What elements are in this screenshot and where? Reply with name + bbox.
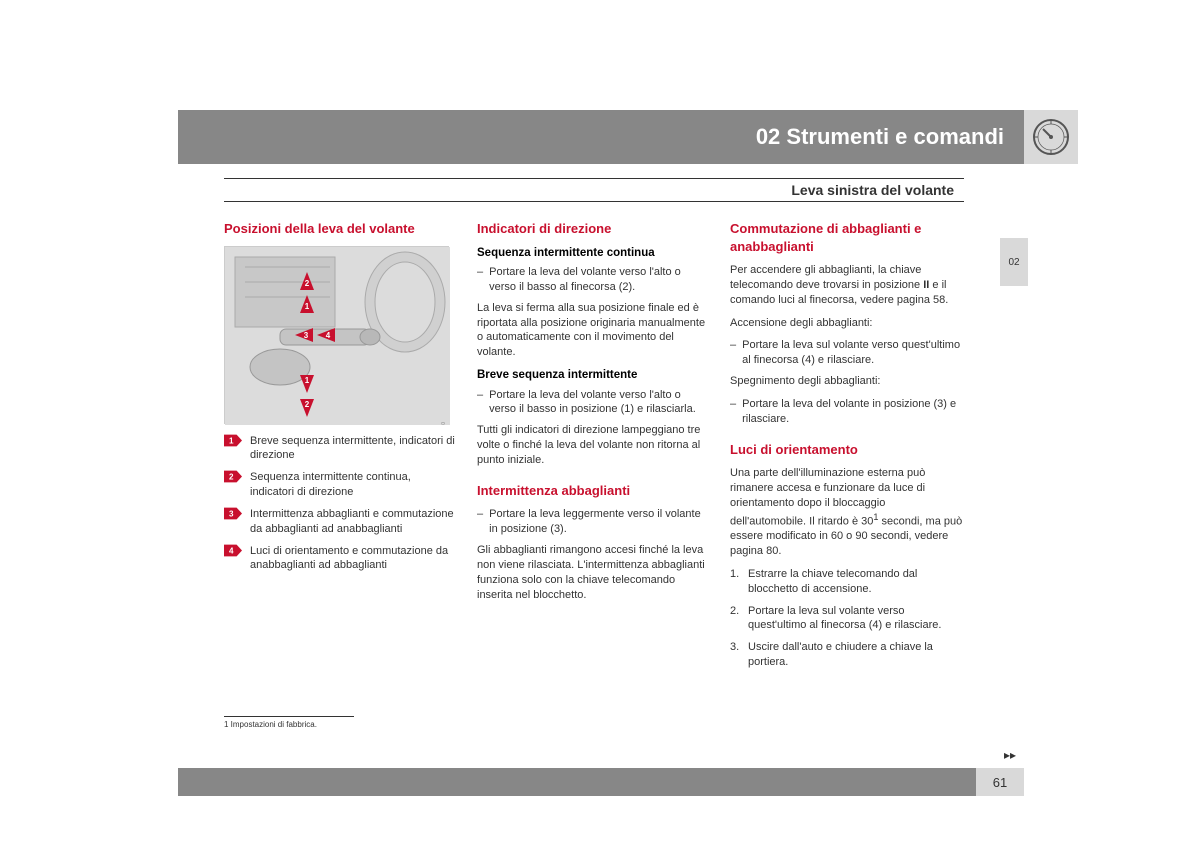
bullet-text: Portare la leva del volante in posizione… bbox=[742, 397, 963, 427]
page-number-box: 61 bbox=[976, 768, 1024, 796]
side-tab-label: 02 bbox=[1008, 257, 1019, 268]
footnote-text: 1 Impostazioni di fabbrica. bbox=[224, 720, 317, 729]
number-arrow-icon: 3 bbox=[224, 507, 242, 520]
numbered-item-text: Sequenza intermittente continua, indicat… bbox=[250, 470, 457, 500]
numbered-item: 2 Sequenza intermittente continua, indica… bbox=[224, 470, 457, 500]
paragraph: Tutti gli indicatori di direzione lampeg… bbox=[477, 423, 710, 468]
step-text: Uscire dall'auto e chiudere a chiave la … bbox=[748, 640, 963, 670]
number-arrow-icon: 4 bbox=[224, 544, 242, 557]
bullet-item: – Portare la leva del volante verso l'al… bbox=[477, 388, 710, 418]
bullet-item: – Portare la leva sul volante verso ques… bbox=[730, 338, 963, 368]
col2-sec1-sub2: Breve sequenza intermittente bbox=[477, 368, 710, 384]
chapter-title: 02 Strumenti e comandi bbox=[756, 124, 1004, 150]
svg-text:1: 1 bbox=[229, 436, 234, 445]
svg-text:3: 3 bbox=[229, 510, 234, 519]
numbered-item: 1 Breve sequenza intermittente, indicator… bbox=[224, 434, 457, 464]
bullet-item: – Portare la leva del volante verso l'al… bbox=[477, 265, 710, 295]
bullet-text: Portare la leva del volante verso l'alto… bbox=[489, 265, 710, 295]
numbered-item-text: Breve sequenza intermittente, indicatori… bbox=[250, 434, 457, 464]
paragraph: La leva si ferma alla sua posizione fina… bbox=[477, 301, 710, 360]
svg-text:3: 3 bbox=[304, 331, 309, 340]
step-text: Estrarre la chiave telecomando dal blocc… bbox=[748, 567, 963, 597]
col3-sec2-heading: Luci di orientamento bbox=[730, 441, 963, 459]
gauge-icon bbox=[1031, 117, 1071, 157]
bullet-text: Portare la leva leggermente verso il vol… bbox=[489, 507, 710, 537]
step-text: Portare la leva sul volante verso quest'… bbox=[748, 604, 963, 634]
step-item: 3.Uscire dall'auto e chiudere a chiave l… bbox=[730, 640, 963, 670]
dash-icon: – bbox=[477, 388, 483, 418]
svg-text:4: 4 bbox=[229, 546, 234, 555]
subtitle-bar: Leva sinistra del volante bbox=[224, 178, 964, 202]
svg-text:1: 1 bbox=[305, 302, 310, 311]
svg-text:G020340: G020340 bbox=[441, 421, 447, 424]
paragraph: Una parte dell'illuminazione esterna può… bbox=[730, 466, 963, 559]
svg-text:2: 2 bbox=[229, 473, 234, 482]
paragraph: Spegnimento degli abbaglianti: bbox=[730, 374, 963, 389]
numbered-item-text: Intermittenza abbaglianti e commutazione… bbox=[250, 507, 457, 537]
svg-text:2: 2 bbox=[305, 279, 310, 288]
col3-sec1-heading: Commutazione di abbaglianti e anabbaglia… bbox=[730, 220, 963, 255]
dash-icon: – bbox=[730, 338, 736, 368]
content-area: Posizioni della leva del volante 2 1 3 4 1 2 … bbox=[224, 220, 964, 677]
dash-icon: – bbox=[477, 265, 483, 295]
numbered-item: 4 Luci di orientamento e commutazione da … bbox=[224, 544, 457, 574]
col2-sec1-heading: Indicatori di direzione bbox=[477, 220, 710, 238]
number-arrow-icon: 1 bbox=[224, 434, 242, 447]
side-chapter-tab: 02 bbox=[1000, 238, 1028, 286]
column-1: Posizioni della leva del volante 2 1 3 4 1 2 … bbox=[224, 220, 457, 677]
continue-icon: ▸▸ bbox=[1004, 748, 1016, 762]
header-icon-box bbox=[1024, 110, 1078, 164]
col2-sec2-heading: Intermittenza abbaglianti bbox=[477, 482, 710, 500]
bullet-text: Portare la leva del volante verso l'alto… bbox=[489, 388, 710, 418]
svg-text:2: 2 bbox=[305, 400, 310, 409]
step-item: 2.Portare la leva sul volante verso ques… bbox=[730, 604, 963, 634]
paragraph: Per accendere gli abbaglianti, la chiave… bbox=[730, 263, 963, 308]
number-arrow-icon: 2 bbox=[224, 470, 242, 483]
col1-heading: Posizioni della leva del volante bbox=[224, 220, 457, 238]
paragraph: Accensione degli abbaglianti: bbox=[730, 316, 963, 331]
section-subtitle: Leva sinistra del volante bbox=[791, 182, 954, 198]
step-item: 1.Estrarre la chiave telecomando dal blo… bbox=[730, 567, 963, 597]
dash-icon: – bbox=[730, 397, 736, 427]
col2-sec1-sub1: Sequenza intermittente continua bbox=[477, 246, 710, 262]
step-number: 2. bbox=[730, 604, 742, 634]
numbered-item-text: Luci di orientamento e commutazione da a… bbox=[250, 544, 457, 574]
footer-bar bbox=[178, 768, 976, 796]
bullet-text: Portare la leva sul volante verso quest'… bbox=[742, 338, 963, 368]
page-number: 61 bbox=[993, 775, 1007, 790]
bullet-item: – Portare la leva leggermente verso il v… bbox=[477, 507, 710, 537]
header-bar: 02 Strumenti e comandi bbox=[178, 110, 1024, 164]
footnote-rule bbox=[224, 716, 354, 717]
step-number: 1. bbox=[730, 567, 742, 597]
column-2: Indicatori di direzione Sequenza intermi… bbox=[477, 220, 710, 677]
numbered-item: 3 Intermittenza abbaglianti e commutazion… bbox=[224, 507, 457, 537]
step-number: 3. bbox=[730, 640, 742, 670]
svg-text:4: 4 bbox=[326, 331, 331, 340]
paragraph: Gli abbaglianti rimangono accesi finché … bbox=[477, 543, 710, 602]
bullet-item: – Portare la leva del volante in posizio… bbox=[730, 397, 963, 427]
column-3: Commutazione di abbaglianti e anabbaglia… bbox=[730, 220, 963, 677]
svg-text:1: 1 bbox=[305, 376, 310, 385]
lever-diagram: 2 1 3 4 1 2 G020340 bbox=[224, 246, 449, 424]
dash-icon: – bbox=[477, 507, 483, 537]
